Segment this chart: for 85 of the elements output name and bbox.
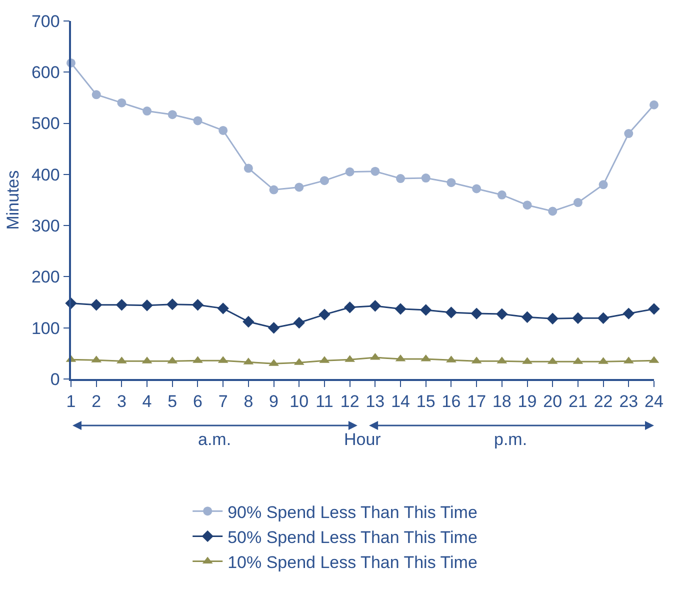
point — [192, 298, 204, 311]
x-tick-label: 16 — [442, 392, 461, 412]
y-tick-label: 500 — [31, 114, 60, 134]
point — [648, 303, 660, 315]
x-tick-label: 5 — [168, 392, 178, 412]
point — [496, 308, 508, 320]
point — [344, 302, 356, 314]
x-tick-label: 6 — [193, 392, 202, 412]
y-tick-label: 600 — [31, 63, 60, 82]
y-tick-label: 300 — [31, 216, 60, 236]
point — [446, 178, 456, 188]
point — [116, 298, 128, 311]
point — [92, 90, 101, 100]
point — [142, 106, 152, 116]
point — [421, 174, 430, 183]
point — [394, 303, 406, 315]
text: p.m. — [494, 430, 528, 449]
point — [242, 316, 254, 328]
legend-label: 50% Spend Less Than This Time — [228, 528, 478, 547]
point — [345, 167, 354, 176]
point — [548, 206, 558, 216]
legend-label: 10% Spend Less Than This Time — [228, 552, 478, 572]
point — [294, 182, 304, 192]
y-tick-label: 100 — [31, 318, 60, 338]
point — [470, 308, 482, 320]
legend-label: 90% Spend Less Than This Time — [228, 502, 478, 522]
x-tick-label: 9 — [269, 392, 279, 412]
point — [598, 180, 608, 190]
point — [624, 129, 634, 138]
x-tick-label: 2 — [92, 392, 102, 412]
x-tick-label: 17 — [467, 392, 486, 412]
x-tick-label: 20 — [543, 392, 562, 412]
point — [218, 126, 228, 135]
y-axis-title: Minutes — [4, 170, 23, 230]
point — [269, 185, 278, 194]
point — [217, 302, 229, 314]
point — [445, 306, 458, 318]
point — [622, 308, 634, 320]
point — [370, 166, 380, 176]
point — [573, 198, 582, 208]
x-tick-label: 11 — [316, 392, 334, 412]
text: a.m. — [198, 430, 232, 449]
point — [117, 98, 126, 108]
x-tick-label: 10 — [290, 392, 309, 412]
point — [572, 312, 584, 324]
point — [293, 316, 305, 329]
x-tick-label: 8 — [244, 392, 254, 412]
point — [193, 116, 202, 126]
y-tick-label: 700 — [31, 12, 60, 31]
point — [472, 184, 482, 194]
point — [420, 304, 432, 316]
x-tick-label: 21 — [568, 392, 588, 412]
x-tick-label: 24 — [644, 392, 664, 412]
point — [244, 164, 253, 173]
point — [90, 298, 102, 311]
x-tick-label: 12 — [340, 392, 360, 412]
y-tick-label: 400 — [31, 165, 60, 184]
x-tick-label: 23 — [619, 392, 638, 412]
x-tick-label: 4 — [142, 392, 152, 412]
point — [522, 200, 532, 210]
x-tick-label: 13 — [366, 392, 385, 412]
point — [497, 190, 506, 200]
y-tick-label: 0 — [50, 370, 60, 389]
point — [268, 322, 280, 334]
x-tick-label: 15 — [416, 392, 436, 412]
y-tick-label: 200 — [31, 268, 60, 287]
point — [141, 300, 153, 312]
x-tick-label: 3 — [116, 392, 126, 412]
point — [318, 308, 330, 320]
x-tick-label: 7 — [218, 392, 228, 412]
point — [166, 298, 178, 310]
point — [320, 176, 329, 186]
x-axis-title: Hour — [344, 430, 382, 449]
x-tick-label: 18 — [492, 392, 512, 412]
x-tick-label: 1 — [66, 392, 76, 412]
point — [546, 312, 558, 324]
x-tick-label: 19 — [518, 392, 537, 412]
point — [650, 100, 658, 110]
point — [168, 110, 177, 120]
x-tick-label: 22 — [594, 392, 613, 412]
point — [521, 311, 534, 323]
point — [396, 174, 406, 184]
x-tick-label: 14 — [391, 392, 410, 412]
point — [369, 300, 382, 312]
point — [597, 312, 610, 324]
